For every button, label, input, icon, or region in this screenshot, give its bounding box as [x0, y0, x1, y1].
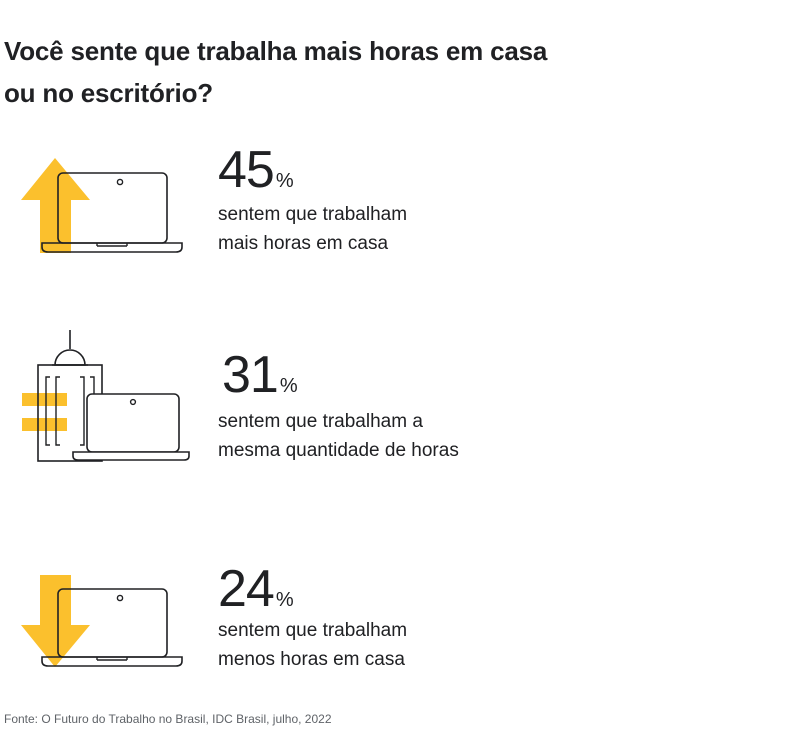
stat-item-more-hours: 45% sentem que trabalham mais horas em c…: [0, 140, 800, 300]
stat-description: sentem que trabalham menos horas em casa: [218, 616, 618, 674]
source-note: Fonte: O Futuro do Trabalho no Brasil, I…: [4, 712, 332, 726]
stat-unit: %: [275, 170, 294, 192]
arrow-down-laptop-icon: [21, 575, 183, 667]
stat-value: 31%: [222, 349, 298, 412]
stat-description-line: menos horas em casa: [218, 649, 405, 670]
stat-number: 31: [222, 346, 279, 404]
equal-office-laptop-icon: [22, 330, 190, 462]
stat-unit: %: [279, 375, 298, 397]
stat-description-line: sentem que trabalham: [218, 204, 408, 225]
stat-item-same-hours: 31% sentem que trabalham a mesma quantid…: [0, 325, 800, 485]
stat-description: sentem que trabalham mais horas em casa: [218, 200, 618, 258]
stat-description-line: mais horas em casa: [218, 233, 389, 254]
stat-value: 24%: [218, 563, 294, 626]
stat-description-line: mesma quantidade de horas: [218, 440, 459, 461]
stat-number: 24: [218, 560, 275, 618]
stat-description-line: sentem que trabalham: [218, 620, 408, 641]
stat-number: 45: [218, 141, 275, 199]
stat-unit: %: [275, 589, 294, 611]
stat-description-line: sentem que trabalham a: [218, 411, 423, 432]
stat-value: 45%: [218, 144, 294, 207]
chart-title: Você sente que trabalha mais horas em ca…: [4, 36, 548, 108]
stat-item-fewer-hours: 24% sentem que trabalham menos horas em …: [0, 555, 800, 715]
arrow-up-laptop-icon: [21, 158, 183, 253]
stat-description: sentem que trabalham a mesma quantidade …: [218, 407, 618, 465]
